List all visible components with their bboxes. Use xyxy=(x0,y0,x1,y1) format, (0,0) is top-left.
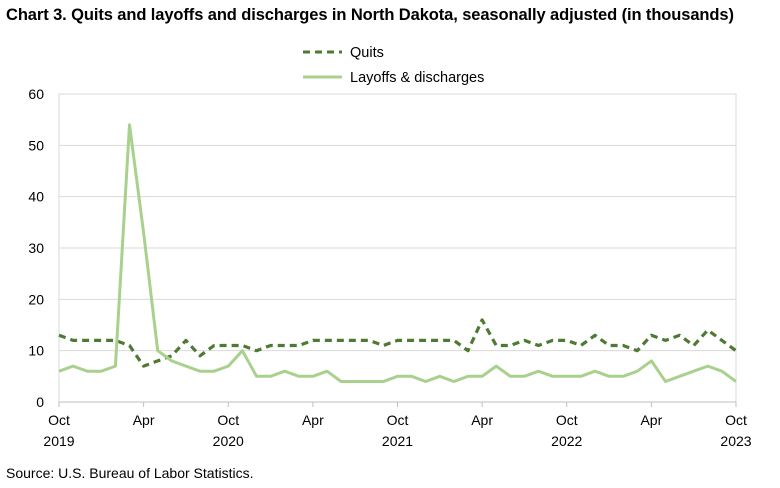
chart-title: Chart 3. Quits and layoffs and discharge… xyxy=(6,6,734,24)
y-tick-label-50: 50 xyxy=(28,137,44,153)
y-tick-label-10: 10 xyxy=(28,343,44,359)
x-tick-label-month-0: Oct xyxy=(48,412,70,428)
y-tick-label-20: 20 xyxy=(28,291,44,307)
legend-label-quits: Quits xyxy=(350,45,384,61)
x-tick-label-month-4: Oct xyxy=(387,412,409,428)
x-tick-label-year-8: 2023 xyxy=(720,433,751,449)
x-tick-label-month-7: Apr xyxy=(640,412,662,428)
y-tick-label-0: 0 xyxy=(36,394,44,410)
y-tick-label-60: 60 xyxy=(28,86,44,102)
x-tick-label-year-4: 2021 xyxy=(382,433,413,449)
x-tick-label-month-2: Oct xyxy=(217,412,239,428)
x-tick-label-month-3: Apr xyxy=(302,412,324,428)
legend-label-layoffs-discharges: Layoffs & discharges xyxy=(350,70,484,86)
x-tick-label-year-2: 2020 xyxy=(213,433,244,449)
y-tick-label-30: 30 xyxy=(28,240,44,256)
y-tick-label-40: 40 xyxy=(28,189,44,205)
chart-source: Source: U.S. Bureau of Labor Statistics. xyxy=(6,465,254,481)
x-tick-label-month-5: Apr xyxy=(471,412,493,428)
x-tick-label-month-8: Oct xyxy=(725,412,747,428)
x-tick-label-month-1: Apr xyxy=(133,412,155,428)
x-tick-label-year-0: 2019 xyxy=(43,433,74,449)
series-line-layoffs-discharges xyxy=(58,123,737,383)
x-tick-label-year-6: 2022 xyxy=(551,433,582,449)
series-line-quits xyxy=(58,318,737,368)
x-tick-label-month-6: Oct xyxy=(556,412,578,428)
